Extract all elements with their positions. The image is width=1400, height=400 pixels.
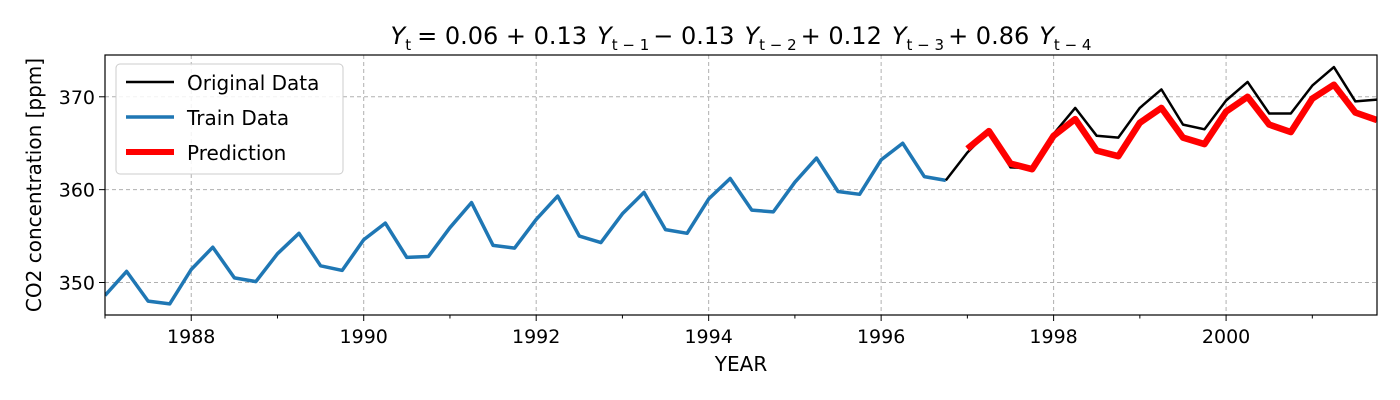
legend: Original Data Train Data Prediction (115, 63, 344, 175)
series-lines (105, 65, 1377, 306)
x-tick-label: 1988 (167, 326, 215, 348)
x-tick-label: 1996 (857, 326, 905, 348)
chart-title: Yt = 0.06 + 0.13 Yt − 1− 0.13 Yt − 2 + 0.12 Y… (391, 22, 1092, 54)
plot-frame (104, 54, 1378, 316)
legend-box (115, 63, 344, 175)
x-axis-label: YEAR (714, 352, 768, 376)
x-tick-label: 2000 (1202, 326, 1250, 348)
y-tick-label: 350 (59, 273, 95, 295)
x-tick-label: 1992 (512, 326, 560, 348)
axis-ticks: 1988 1990 1992 1994 1996 1998 2000 350 360 370 (59, 87, 1313, 348)
series-line-train-data (105, 141, 947, 306)
y-axis-label: CO2 concentration [ppm] (22, 58, 46, 312)
x-tick-label: 1994 (684, 326, 732, 348)
y-tick-label: 370 (59, 87, 95, 109)
series-line-prediction (965, 81, 1377, 173)
x-tick-label: 1998 (1029, 326, 1077, 348)
legend-label-prediction: Prediction (187, 141, 286, 165)
x-tick-label: 1990 (340, 326, 388, 348)
legend-label-train: Train Data (186, 106, 289, 130)
legend-label-original: Original Data (187, 71, 319, 95)
y-tick-label: 360 (59, 180, 95, 202)
